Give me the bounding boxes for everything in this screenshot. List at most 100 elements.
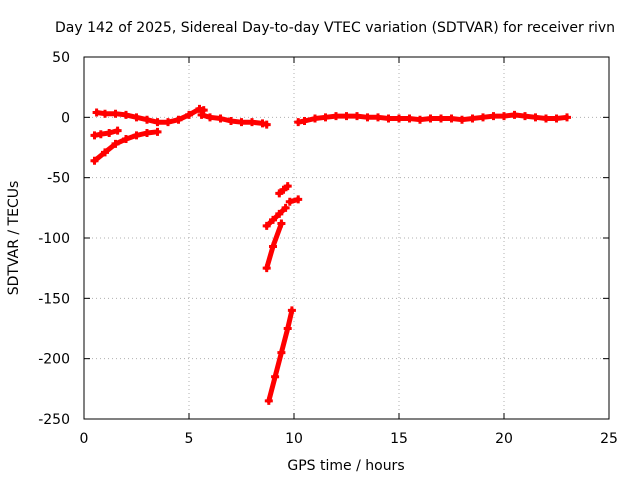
data-point [105, 129, 114, 138]
data-point [489, 112, 498, 121]
data-point [275, 189, 284, 198]
data-point [262, 120, 271, 129]
data-point [395, 114, 403, 123]
data-series [92, 104, 208, 127]
x-tick-label: 15 [390, 431, 408, 447]
plot-frame [83, 56, 610, 420]
data-point [96, 130, 105, 139]
data-point [164, 118, 172, 127]
data-point [521, 112, 529, 121]
data-point [113, 126, 122, 135]
data-point [479, 113, 487, 122]
data-point [90, 156, 99, 165]
data-point [143, 115, 151, 124]
x-tick-label: 0 [80, 431, 89, 447]
data-series [264, 306, 296, 405]
data-point [552, 114, 561, 123]
data-point [458, 115, 466, 124]
data-point [353, 112, 361, 121]
data-point [248, 118, 256, 127]
data-point [262, 264, 271, 273]
data-series [262, 203, 290, 230]
data-point [300, 116, 309, 125]
data-point [275, 209, 284, 218]
data-point [153, 118, 162, 127]
data-point [321, 113, 330, 122]
data-point [271, 372, 280, 381]
data-point [468, 114, 477, 123]
data-point [311, 114, 319, 123]
data-point [132, 131, 141, 140]
data-point [111, 139, 120, 148]
data-point [287, 306, 296, 315]
data-point [283, 182, 292, 191]
data-point [143, 129, 151, 138]
y-tick-label: -50 [47, 171, 70, 187]
data-series [275, 182, 292, 198]
data-point [269, 215, 277, 224]
data-point [426, 114, 435, 123]
data-point [101, 109, 109, 118]
data-point [281, 203, 290, 212]
data-point [542, 114, 550, 123]
data-point [510, 110, 519, 119]
series-trace [264, 205, 289, 229]
data-point [92, 108, 101, 117]
data-point [279, 185, 288, 194]
chart-title: Day 142 of 2025, Sidereal Day-to-day VTE… [55, 20, 615, 36]
y-axis-label: SDTVAR / TECUs [6, 181, 22, 296]
data-point [227, 116, 235, 125]
data-point [174, 115, 183, 124]
data-point [153, 127, 162, 136]
x-tick-label: 5 [185, 431, 194, 447]
y-tick-label: -100 [38, 231, 70, 247]
data-series [197, 110, 271, 129]
data-point [111, 109, 120, 118]
y-tick-label: -150 [38, 291, 70, 307]
data-point [277, 219, 286, 228]
data-point [437, 114, 445, 123]
data-point [264, 396, 273, 405]
data-point [277, 348, 286, 357]
tick-marks [83, 56, 610, 420]
data-point [405, 114, 414, 123]
data-point [294, 195, 303, 204]
data-point [206, 113, 214, 122]
y-tick-label: 50 [52, 50, 70, 66]
data-series [294, 110, 571, 127]
data-points [90, 104, 571, 405]
data-point [285, 197, 294, 206]
data-point [374, 113, 382, 122]
y-tick-label: -200 [38, 352, 70, 368]
x-tick-label: 10 [285, 431, 303, 447]
grid-lines [84, 57, 609, 419]
data-point [500, 112, 508, 121]
y-tick-labels: 50 0 -50 -100 -150 -200 -250 [38, 50, 70, 428]
data-point [269, 242, 277, 251]
data-series [262, 219, 286, 273]
data-point [332, 112, 340, 121]
data-point [283, 324, 292, 333]
data-series [285, 195, 303, 206]
data-point [132, 113, 141, 122]
data-point [531, 113, 540, 122]
data-point [416, 115, 424, 124]
data-point [384, 114, 393, 123]
data-point [342, 112, 351, 121]
data-point [563, 113, 571, 122]
data-point [185, 110, 193, 119]
data-series [90, 126, 122, 140]
data-point [262, 221, 271, 230]
data-point [237, 118, 246, 127]
x-tick-label: 20 [495, 431, 513, 447]
data-point [197, 110, 206, 119]
y-tick-label: 0 [61, 110, 70, 126]
data-point [447, 114, 456, 123]
x-tick-label: 25 [600, 431, 618, 447]
data-point [101, 148, 109, 157]
x-tick-labels: 0 5 10 15 20 25 [80, 431, 618, 447]
data-series [90, 127, 162, 165]
data-point [216, 114, 225, 123]
data-point [363, 113, 372, 122]
